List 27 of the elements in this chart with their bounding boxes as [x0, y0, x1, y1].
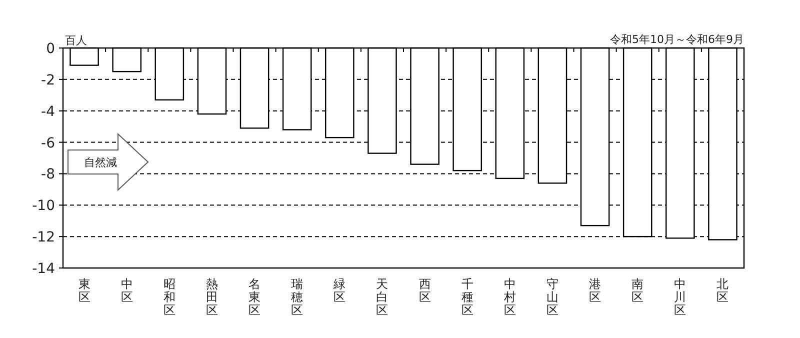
x-tick-label: 北区 — [716, 277, 729, 304]
x-tick-label: 守山区 — [546, 277, 558, 317]
x-tick-label: 港区 — [589, 277, 602, 304]
annotation: 自然減 — [84, 156, 117, 169]
x-tick-label: 西区 — [418, 277, 431, 304]
y-tick-label: -4 — [41, 104, 56, 120]
x-tick-label: 昭和区 — [163, 277, 176, 317]
x-tick-label: 中区 — [120, 277, 133, 304]
x-tick-label: 緑区 — [332, 277, 346, 304]
y-tick-label: -2 — [41, 72, 55, 88]
x-tick-label: 東区 — [78, 277, 90, 304]
y-tick-label: -10 — [32, 198, 55, 214]
x-tick-label: 中川区 — [674, 277, 686, 317]
y-tick-label: -8 — [41, 166, 55, 183]
y-tick-label: -14 — [32, 261, 56, 277]
y-tick-label: -12 — [32, 230, 55, 246]
x-tick-label: 瑞穂区 — [291, 277, 304, 317]
x-tick-label: 南区 — [632, 277, 644, 304]
x-tick-label: 名東区 — [248, 277, 261, 317]
chart-subtitle: 令和5年10月～令和6年9月 — [610, 33, 744, 46]
y-tick-label: 0 — [46, 41, 55, 57]
x-tick-label: 天白区 — [376, 277, 388, 317]
y-axis-title: 百人 — [65, 34, 87, 47]
y-tick-label: -6 — [41, 135, 56, 152]
x-tick-label: 熱田区 — [206, 277, 218, 317]
x-tick-label: 中村区 — [502, 277, 516, 317]
x-tick-label: 千種区 — [461, 277, 474, 317]
